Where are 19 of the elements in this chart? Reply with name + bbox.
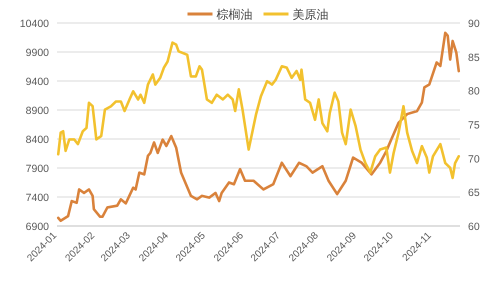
y-tick-label: 8400 [26,134,50,146]
y-tick-label: 9400 [26,76,50,88]
y-tick-label: 7400 [26,192,50,204]
y-tick-label: 6900 [26,221,50,233]
y2-tick-label: 65 [468,187,480,200]
legend-label: 棕榈油 [216,8,252,22]
line-series [56,41,460,180]
y2-tick-label: 60 [468,221,480,233]
line-series [56,32,460,222]
legend-label: 美原油 [292,8,328,22]
y2-tick-label: 70 [468,153,480,166]
y2-tick-label: 90 [468,18,480,30]
y-tick-label: 8900 [26,105,50,117]
y2-tick-label: 85 [468,52,480,64]
y-tick-label: 9900 [26,47,50,59]
y2-tick-label: 75 [468,120,480,132]
y2-tick-label: 80 [468,86,480,98]
y-tick-label: 7900 [26,163,50,175]
y-tick-label: 10400 [20,18,50,30]
